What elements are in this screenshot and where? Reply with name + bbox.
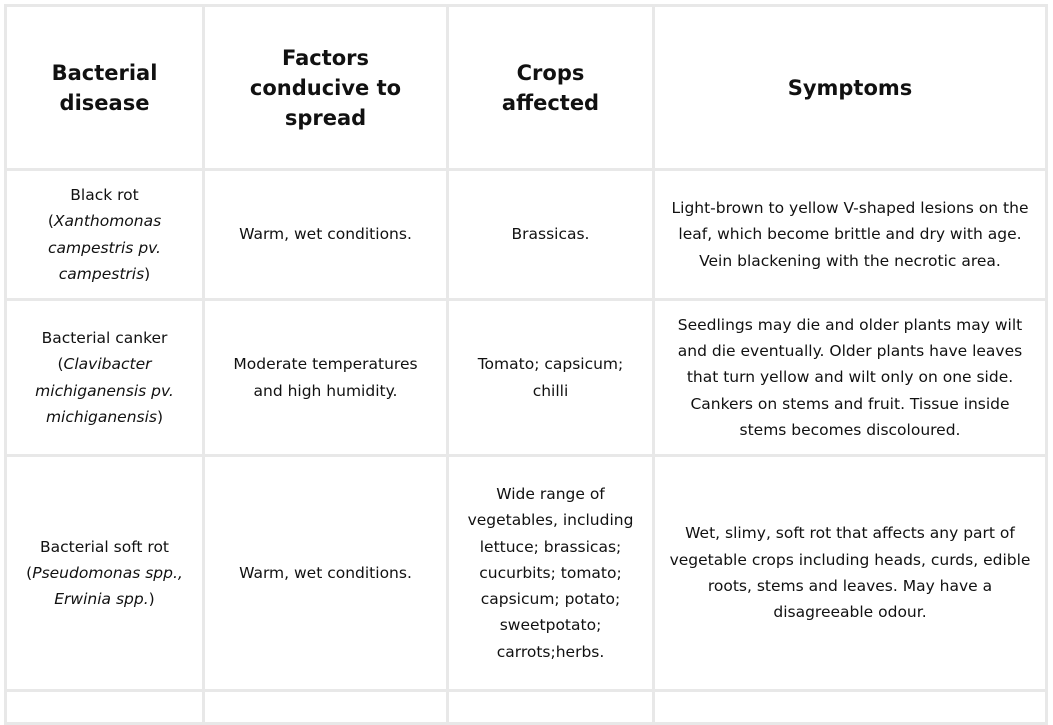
disease-name: Bacterial canker	[41, 328, 168, 347]
header-factors: Factors conducive to spread	[202, 4, 449, 171]
disease-cell: Black rot Xanthomonas campestris pv. camp…	[4, 168, 205, 301]
scientific-name: Xanthomonas campestris pv. campestris	[19, 208, 190, 287]
bacterial-disease-table: Bacterial disease Factors conducive to s…	[4, 4, 1048, 725]
header-row: Bacterial disease Factors conducive to s…	[4, 4, 1048, 171]
crops-cell: Brassicas.	[446, 168, 655, 301]
scientific-name: Clavibacter michiganensis pv. michiganen…	[35, 355, 174, 426]
symptoms-cell: Seedlings may die and older plants may w…	[652, 298, 1048, 457]
disease-cell: Bacterial canker Clavibacter michiganensi…	[4, 298, 205, 457]
table-row: Bacterial soft rot Pseudomonas spp., Erwi…	[4, 454, 1048, 692]
symptoms-cell: Wet, slimy, soft rot that affects any pa…	[652, 454, 1048, 692]
symptoms-cell: Light-brown to yellow V-shaped lesions o…	[652, 168, 1048, 301]
table-row: Black rot Xanthomonas campestris pv. camp…	[4, 168, 1048, 301]
crops-cell: Wide range of vegetables, including lett…	[446, 454, 655, 692]
table-row: Bacterial canker Clavibacter michiganensi…	[4, 298, 1048, 457]
disease-name: Black rot	[70, 185, 139, 204]
disease-cell: Bacterial soft rot Pseudomonas spp., Erwi…	[4, 454, 205, 692]
disease-name: Bacterial soft rot	[39, 537, 170, 556]
factors-cell: Warm, wet conditions.	[202, 168, 449, 301]
crops-cell: Tomato; capsicum; chilli	[446, 298, 655, 457]
scientific-name: Pseudomonas spp., Erwinia spp.	[26, 564, 183, 608]
factors-cell: Warm, wet conditions.	[202, 454, 449, 692]
header-bacterial-disease: Bacterial disease	[4, 4, 205, 171]
header-crops: Crops affected	[446, 4, 655, 171]
factors-cell: Moderate temperatures and high humidity.	[202, 298, 449, 457]
table-row-partial	[4, 689, 1048, 725]
header-symptoms: Symptoms	[652, 4, 1048, 171]
